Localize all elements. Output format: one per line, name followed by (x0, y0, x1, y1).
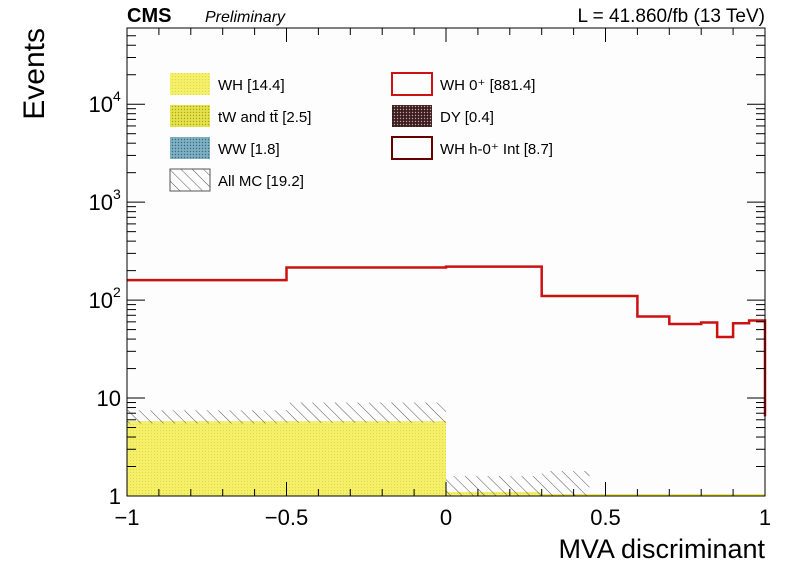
legend-swatch-allmc (169, 168, 211, 192)
y-tick-exponent: 2 (113, 284, 121, 300)
wh-0plus-step-line (127, 265, 767, 417)
y-axis-title: Events (18, 28, 51, 120)
experiment-label: CMS (127, 5, 171, 27)
x-tick-label: 0 (440, 505, 452, 530)
legend-entry-dy: DY [0.4] (392, 105, 494, 127)
all-mc-uncertainty-band (446, 476, 542, 496)
chart-legend: WH [14.4] tW and tt̄ [2.5] WW [1.8] All MC … (169, 72, 553, 192)
y-tick-label: 10 (89, 288, 113, 313)
y-tick-exponent: 4 (113, 88, 121, 104)
x-tick-label: 0.5 (590, 505, 621, 530)
x-tick-label: −1 (114, 505, 139, 530)
legend-entry-allmc: All MC [19.2] (169, 168, 304, 192)
legend-entry-int: WH h-0⁺ Int [8.7] (391, 136, 553, 160)
chart-marks (127, 28, 767, 496)
legend-swatch-wh (170, 73, 210, 95)
all-mc-uncertainty-band (286, 402, 446, 423)
x-tick-label: −0.5 (265, 505, 308, 530)
legend-label-int: WH h-0⁺ Int [8.7] (440, 141, 553, 158)
all-mc-uncertainty-band (541, 470, 590, 496)
legend-label-ww: WW [1.8] (218, 141, 280, 158)
legend-entry-tw: tW and tt̄ [2.5] (170, 105, 311, 127)
x-tick-label: 1 (759, 505, 771, 530)
legend-label-tw: tW and tt̄ [2.5] (218, 109, 311, 126)
wh-bar (127, 421, 287, 496)
legend-label-wh0p: WH 0⁺ [881.4] (440, 77, 535, 94)
legend-swatch-ww (170, 137, 210, 159)
y-tick-exponent: 3 (113, 186, 121, 202)
legend-label-allmc: All MC [19.2] (218, 173, 304, 190)
legend-label-dy: DY [0.4] (440, 109, 494, 126)
y-tick-label: 10 (89, 190, 113, 215)
wh-bar (286, 421, 446, 496)
all-mc-uncertainty-band (127, 410, 287, 424)
y-tick-label: 10 (97, 386, 121, 411)
legend-swatch-int (391, 136, 433, 160)
legend-swatch-tw (170, 105, 210, 127)
y-tick-label: 10 (89, 92, 113, 117)
legend-entry-wh0p: WH 0⁺ [881.4] (391, 72, 535, 96)
legend-entry-ww: WW [1.8] (170, 137, 280, 159)
legend-swatch-wh0p (391, 72, 433, 96)
legend-swatch-dy (392, 105, 432, 127)
lumi-label: L = 41.860/fb (13 TeV) (578, 6, 766, 27)
status-label: Preliminary (205, 9, 286, 26)
x-axis-title: MVA discriminant (558, 534, 765, 564)
y-tick-label: 1 (109, 484, 121, 509)
legend-entry-wh: WH [14.4] (170, 73, 285, 95)
legend-label-wh: WH [14.4] (218, 77, 285, 94)
